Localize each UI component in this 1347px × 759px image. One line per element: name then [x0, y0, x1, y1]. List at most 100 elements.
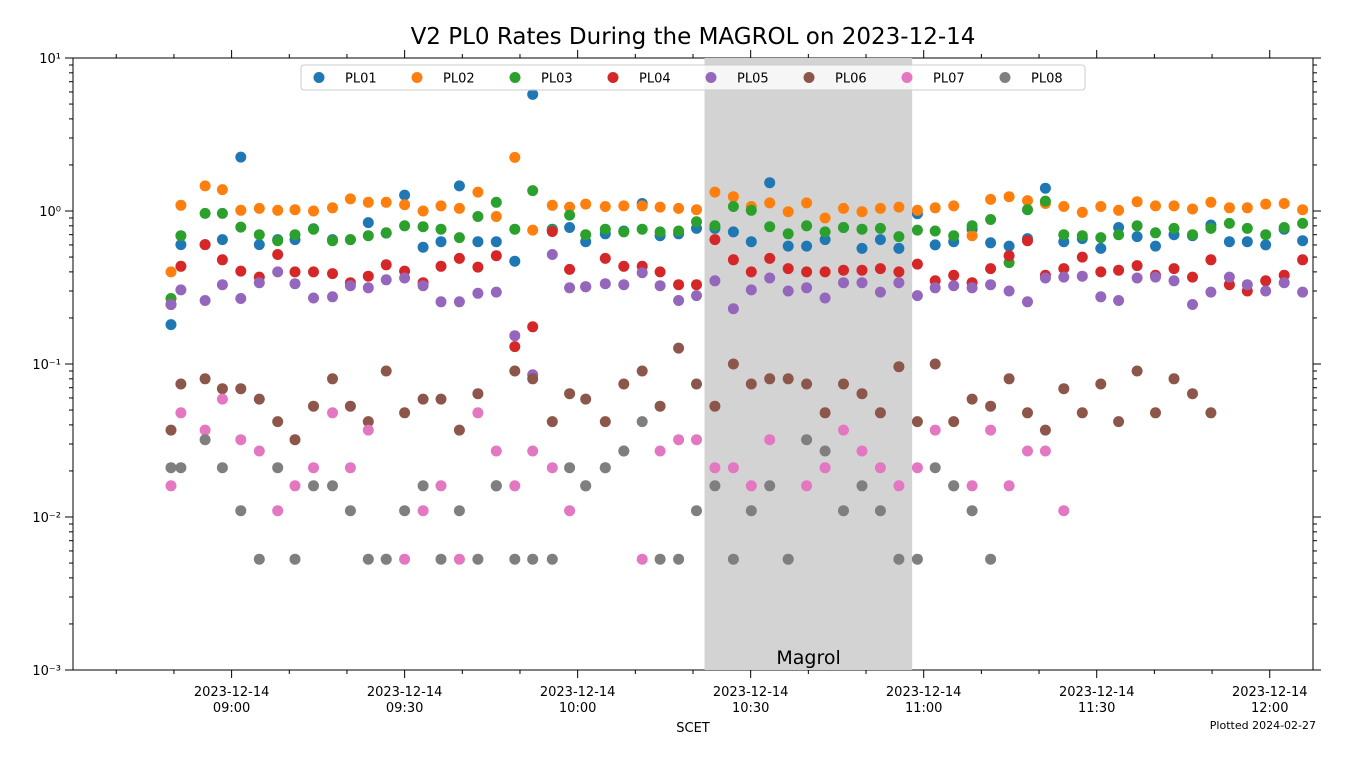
data-point-pl03: [399, 220, 411, 232]
magrol-label: Magrol: [776, 647, 840, 669]
data-point-pl01: [564, 222, 576, 233]
data-point-pl01: [235, 151, 247, 163]
x-tick-label-date: 2023-12-14: [1059, 685, 1135, 700]
data-point-pl03: [1113, 229, 1125, 241]
legend-marker-pl04: [607, 72, 619, 83]
data-point-pl05: [618, 279, 630, 291]
data-point-pl01: [893, 242, 905, 254]
legend-label-pl08: PL08: [1031, 72, 1063, 87]
data-point-pl02: [618, 200, 630, 212]
data-point-pl05: [546, 249, 558, 260]
data-point-pl06: [1150, 407, 1161, 419]
data-point-pl02: [175, 199, 187, 211]
data-point-pl01: [165, 319, 177, 331]
data-point-pl08: [599, 462, 611, 474]
data-point-pl07: [564, 505, 576, 517]
data-point-pl06: [1131, 365, 1143, 377]
data-point-pl08: [308, 480, 319, 492]
data-point-pl07: [165, 480, 177, 492]
y-tick-label: 10⁻²: [32, 511, 61, 526]
legend-marker-pl05: [705, 72, 717, 83]
data-point-pl05: [490, 286, 502, 298]
data-point-pl03: [362, 230, 374, 242]
data-point-pl07: [874, 462, 886, 474]
data-point-pl08: [856, 480, 868, 492]
data-point-pl07: [1058, 505, 1070, 517]
data-point-pl06: [1205, 407, 1217, 419]
data-point-pl04: [472, 261, 484, 273]
data-point-pl05: [1095, 291, 1107, 303]
data-point-pl04: [948, 269, 960, 281]
data-point-pl05: [856, 277, 868, 289]
data-point-pl02: [165, 266, 177, 278]
data-point-pl06: [911, 416, 923, 428]
data-point-pl08: [709, 480, 721, 492]
data-point-pl02: [308, 205, 319, 217]
data-point-pl04: [453, 252, 465, 264]
data-point-pl02: [948, 200, 960, 212]
data-point-pl03: [1241, 222, 1253, 234]
data-point-pl07: [819, 462, 831, 474]
data-point-pl04: [856, 264, 868, 276]
data-point-pl05: [911, 290, 923, 302]
data-point-pl03: [344, 234, 356, 246]
data-point-pl03: [856, 223, 868, 235]
data-point-pl02: [327, 202, 338, 214]
data-point-pl03: [527, 185, 539, 197]
data-point-pl05: [199, 295, 211, 306]
data-point-pl03: [1278, 222, 1290, 233]
data-point-pl02: [727, 191, 739, 203]
data-point-pl06: [235, 383, 247, 395]
data-point-pl06: [453, 424, 465, 436]
data-point-pl02: [344, 193, 356, 205]
data-point-pl01: [764, 177, 776, 189]
data-point-pl04: [985, 263, 997, 275]
data-point-pl03: [819, 226, 831, 238]
data-point-pl04: [618, 260, 630, 272]
data-point-pl01: [175, 239, 187, 251]
data-point-pl07: [709, 462, 721, 474]
data-point-pl04: [1076, 251, 1088, 263]
data-point-pl06: [175, 378, 187, 390]
data-point-pl07: [175, 407, 187, 419]
data-point-pl08: [673, 553, 685, 565]
data-point-pl06: [564, 388, 576, 400]
data-point-pl07: [745, 480, 757, 492]
data-point-pl04: [235, 265, 247, 277]
data-point-pl02: [580, 198, 592, 210]
data-point-pl05: [782, 285, 794, 297]
data-point-pl08: [417, 480, 429, 492]
data-point-pl06: [1003, 373, 1015, 385]
data-point-pl01: [527, 88, 539, 100]
data-point-pl01: [453, 180, 465, 192]
data-point-pl08: [435, 553, 447, 565]
chart-title: V2 PL0 Rates During the MAGROL on 2023-1…: [411, 24, 976, 50]
data-point-pl02: [435, 200, 447, 212]
data-point-pl08: [727, 553, 739, 565]
data-point-pl06: [1168, 373, 1180, 385]
data-point-pl04: [691, 279, 702, 291]
data-point-pl08: [216, 462, 228, 474]
data-point-pl01: [1241, 236, 1253, 248]
data-point-pl08: [654, 553, 666, 565]
data-point-pl07: [399, 553, 411, 565]
y-tick-label: 10⁰: [39, 205, 61, 220]
legend-marker-pl06: [803, 72, 815, 83]
data-point-pl03: [929, 225, 941, 237]
data-point-pl03: [1022, 204, 1033, 216]
x-tick-label-time: 11:00: [905, 701, 942, 716]
data-point-pl05: [308, 292, 319, 304]
data-point-pl06: [709, 400, 721, 412]
data-point-pl03: [618, 226, 630, 238]
x-tick-label-date: 2023-12-14: [367, 685, 443, 700]
data-point-pl05: [472, 287, 484, 299]
legend-label-pl01: PL01: [345, 72, 377, 87]
data-point-pl05: [929, 282, 941, 294]
data-point-pl02: [490, 211, 502, 222]
legend-label-pl03: PL03: [541, 72, 573, 87]
data-point-pl01: [216, 234, 228, 246]
data-point-pl07: [216, 393, 228, 405]
data-point-pl06: [1187, 388, 1198, 400]
data-point-pl06: [527, 373, 539, 385]
data-point-pl06: [580, 393, 592, 405]
